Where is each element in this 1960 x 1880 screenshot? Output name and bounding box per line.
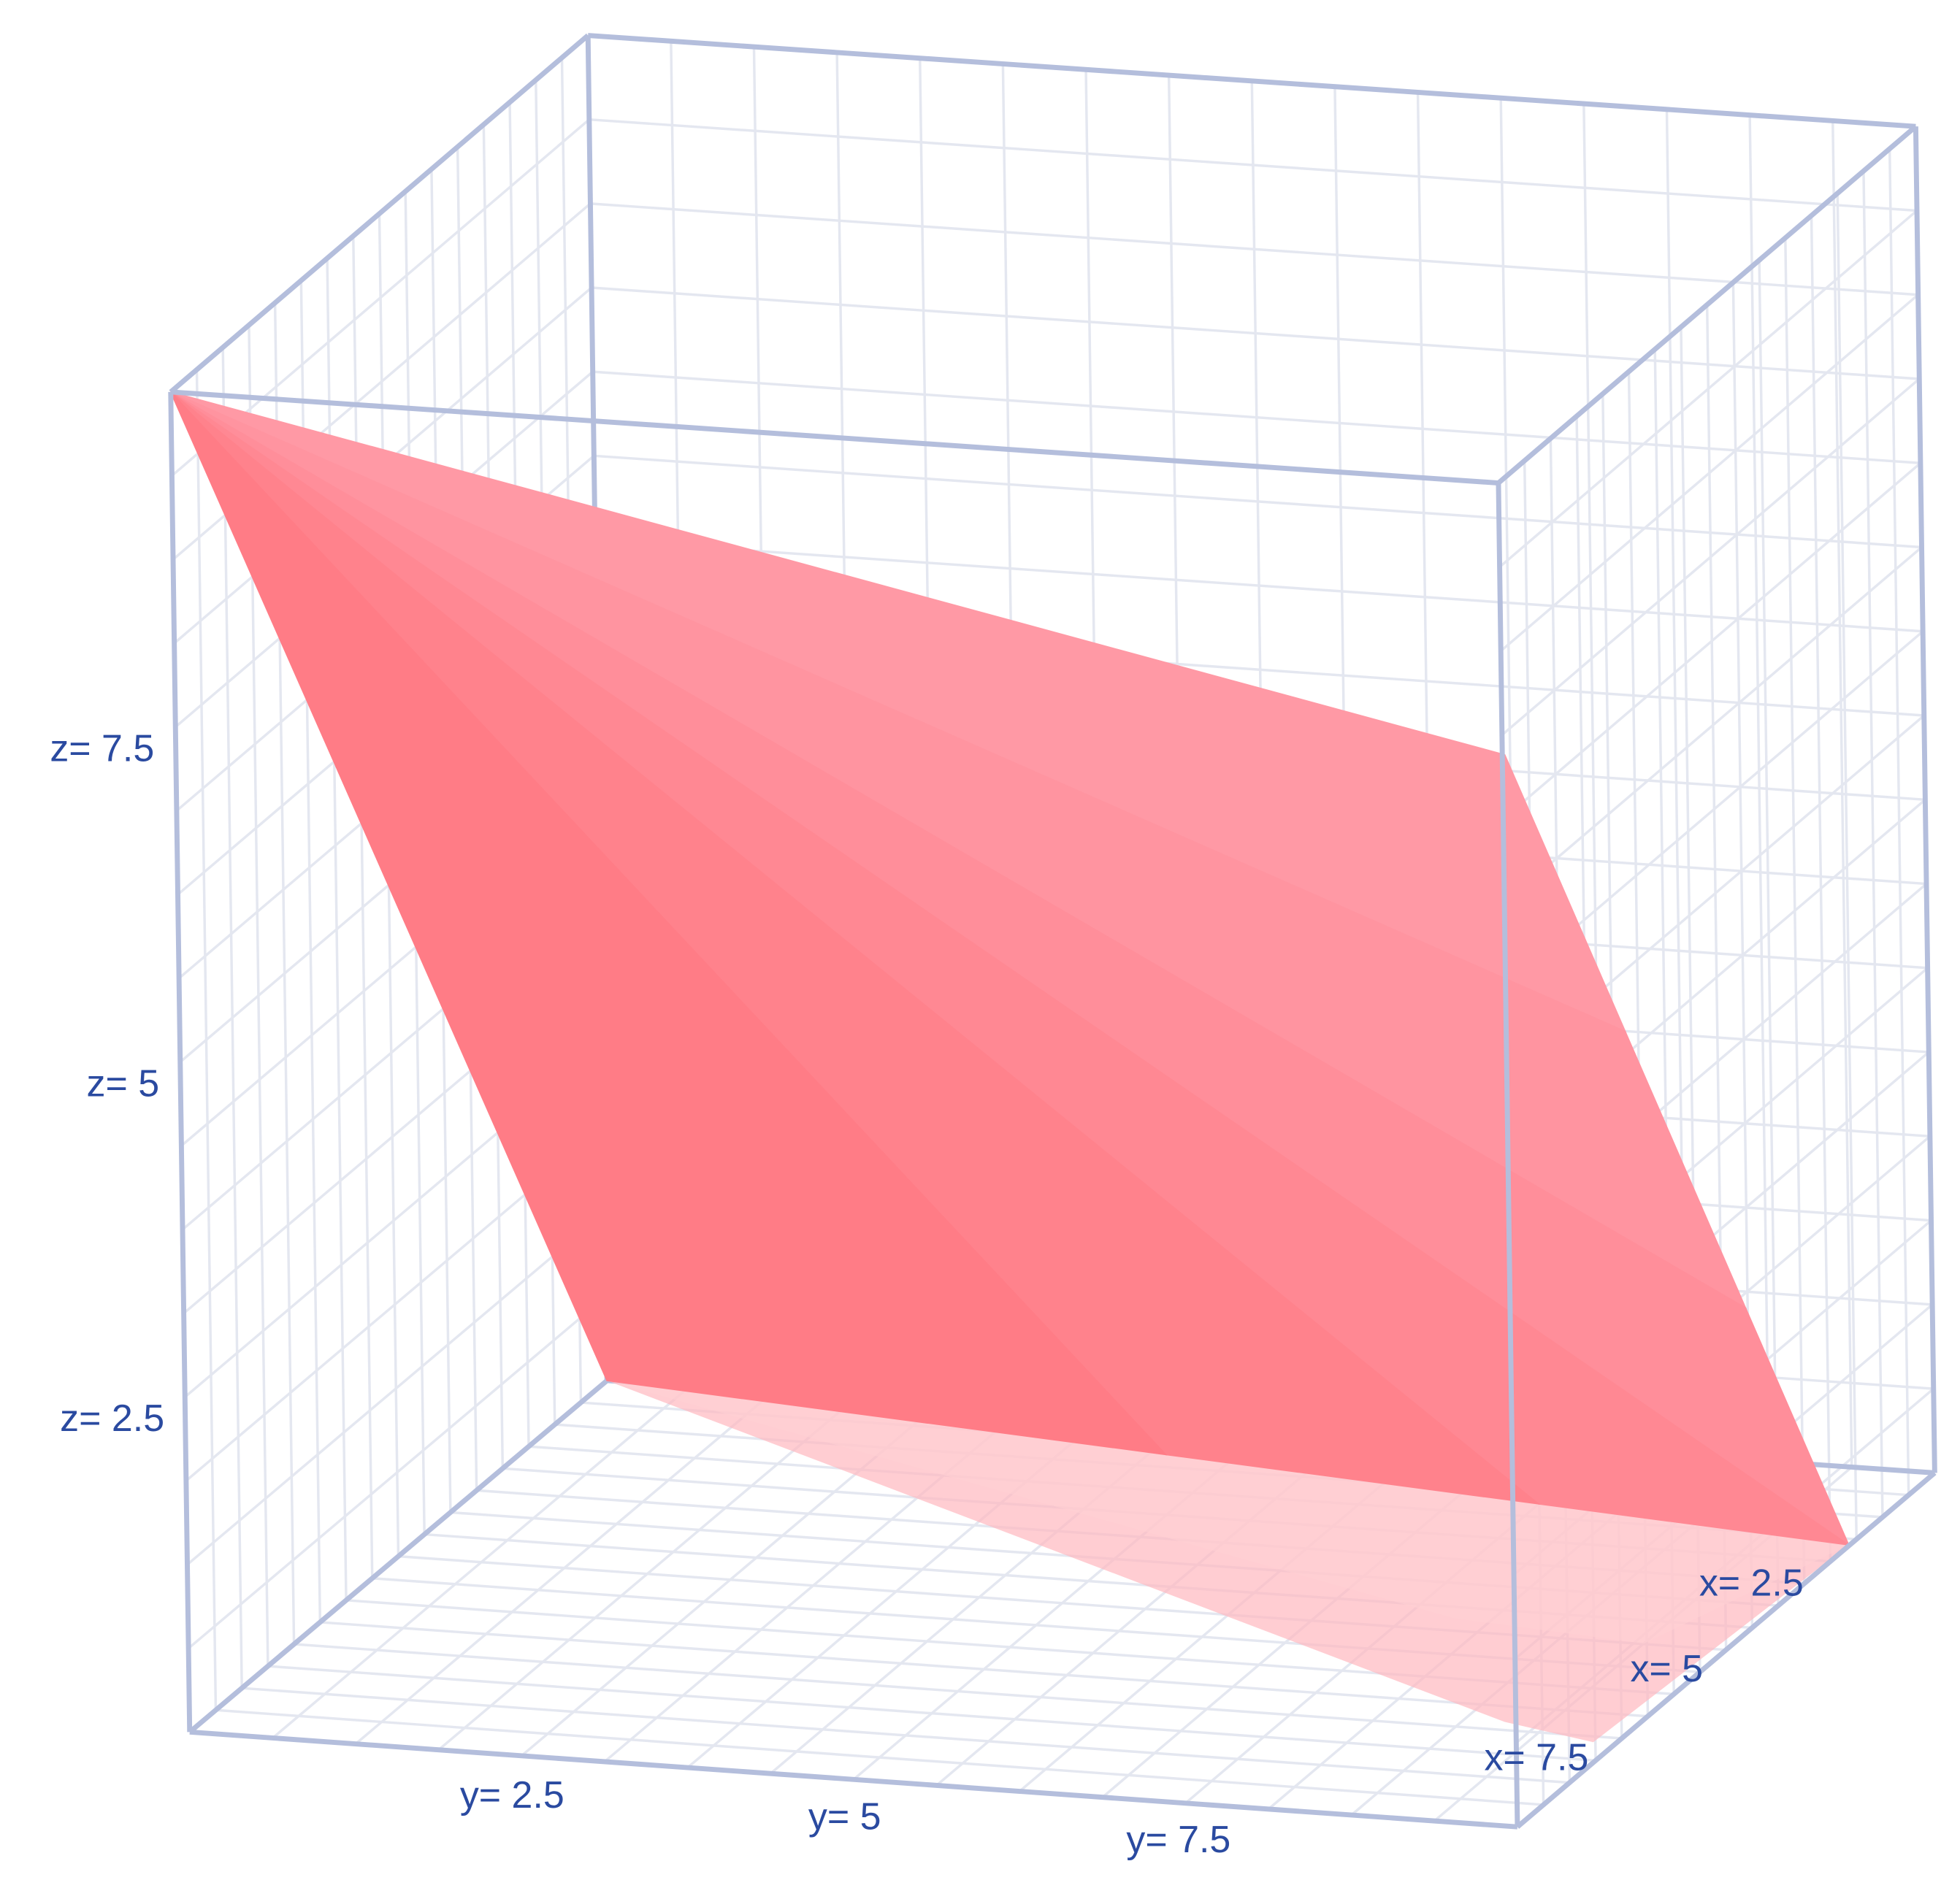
y-tick-label: y= 2.5 (460, 1774, 564, 1816)
z-tick-label: z= 7.5 (50, 727, 154, 770)
surface-shadow (607, 1380, 1849, 1743)
y-tick-label: y= 7.5 (1126, 1819, 1230, 1861)
box-edge (170, 389, 1499, 486)
box-edge (168, 391, 193, 1733)
grid-line (221, 347, 243, 1689)
box-edge (1496, 483, 1520, 1827)
grid-line (294, 1643, 1622, 1740)
box-edge (169, 33, 590, 394)
box-edge (1913, 126, 1937, 1473)
box-edge (189, 1729, 1518, 1830)
y-tick-label: y= 5 (808, 1796, 881, 1838)
x-tick-label: x= 7.5 (1484, 1736, 1588, 1779)
surface-plane (169, 391, 1850, 1547)
x-tick-label: x= 5 (1630, 1648, 1703, 1690)
grid-line (188, 1295, 607, 1649)
grid-line (1831, 120, 1853, 1467)
grid-line (186, 1211, 606, 1566)
z-tick-label: z= 5 (87, 1062, 160, 1105)
x-tick-label: x= 2.5 (1699, 1562, 1804, 1604)
grid-line (242, 1687, 1570, 1784)
bounding-box-front (168, 124, 1937, 1830)
grid-line (215, 1708, 1544, 1806)
grid-line (267, 1665, 1596, 1762)
surface-facet (169, 391, 1168, 1456)
box-edge (188, 1378, 609, 1735)
shadow-band (607, 1380, 1849, 1644)
z-tick-label: z= 2.5 (60, 1397, 164, 1440)
shadow-band (607, 1380, 1849, 1743)
grid-line (195, 369, 218, 1711)
box-edge (1496, 124, 1918, 486)
box-edge (1515, 1470, 1937, 1829)
grid-line (320, 1621, 1648, 1718)
box-edge (587, 33, 1916, 129)
grid-line (352, 236, 374, 1578)
grid-line (1748, 115, 1770, 1462)
